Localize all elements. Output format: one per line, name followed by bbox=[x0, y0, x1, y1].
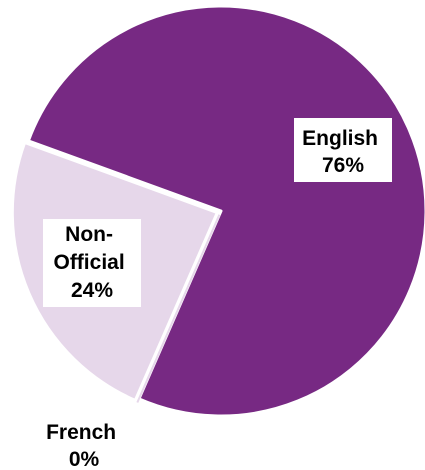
label-french-value: 0% bbox=[69, 448, 100, 470]
label-french-name: French bbox=[46, 421, 116, 444]
label-non-official-line2: Official bbox=[53, 251, 124, 274]
svg-text:Non- Official: Non- Official 24% bbox=[53, 223, 130, 302]
svg-text:English 76%: English 76% bbox=[302, 127, 384, 177]
slice-label-english: English 76% bbox=[294, 118, 392, 182]
label-non-official-value: 24% bbox=[71, 279, 113, 302]
label-box-non-official bbox=[43, 219, 141, 307]
slice-label-french: French 0% bbox=[46, 421, 122, 470]
slice-label-non-official: Non- Official 24% bbox=[43, 219, 141, 307]
label-box-english bbox=[294, 118, 392, 182]
pie-slice-french bbox=[136, 214, 221, 403]
label-non-official-line1: Non- bbox=[65, 223, 113, 246]
pie-slice-english bbox=[26, 4, 425, 418]
label-english-value: 76% bbox=[322, 154, 364, 177]
svg-text:French 0%: French 0% bbox=[46, 421, 122, 470]
pie-slices bbox=[10, 4, 425, 418]
label-english-name: English bbox=[302, 127, 378, 150]
pie-labels: English 76% Non- Official 24% French 0% bbox=[43, 118, 392, 470]
